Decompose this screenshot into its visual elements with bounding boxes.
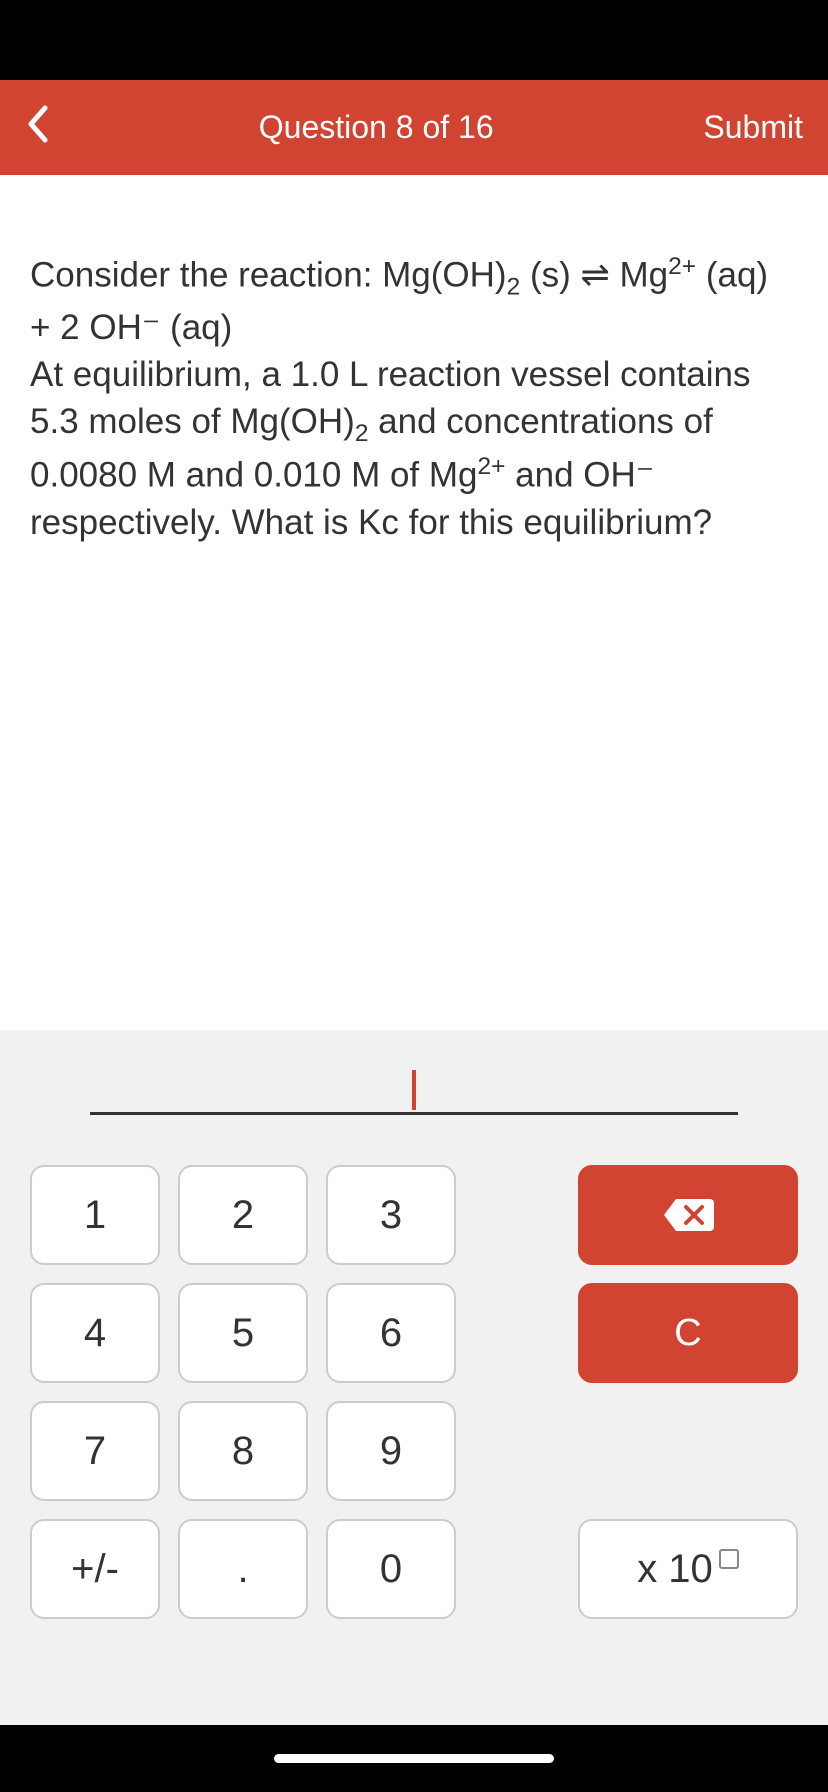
q-sup: 2+ — [478, 453, 506, 480]
key-1[interactable]: 1 — [30, 1165, 160, 1265]
back-icon[interactable] — [25, 104, 49, 152]
key-plusminus[interactable]: +/- — [30, 1519, 160, 1619]
key-3[interactable]: 3 — [326, 1165, 456, 1265]
backspace-icon — [660, 1195, 716, 1235]
clear-button[interactable]: C — [578, 1283, 798, 1383]
submit-button[interactable]: Submit — [703, 109, 803, 146]
question-area: Consider the reaction: Mg(OH)2 (s) ⇌ Mg2… — [0, 175, 828, 1030]
key-0[interactable]: 0 — [326, 1519, 456, 1619]
spacer — [578, 1401, 798, 1501]
status-bar — [0, 0, 828, 80]
key-4[interactable]: 4 — [30, 1283, 160, 1383]
spacer — [474, 1283, 560, 1383]
key-dot[interactable]: . — [178, 1519, 308, 1619]
key-9[interactable]: 9 — [326, 1401, 456, 1501]
q-sup: 2+ — [668, 253, 696, 280]
cursor — [412, 1070, 416, 1110]
q-text: (s) ⇌ Mg — [520, 256, 668, 295]
key-5[interactable]: 5 — [178, 1283, 308, 1383]
page-title: Question 8 of 16 — [259, 109, 494, 146]
spacer — [474, 1401, 560, 1501]
backspace-button[interactable] — [578, 1165, 798, 1265]
home-indicator-area — [0, 1725, 828, 1792]
key-2[interactable]: 2 — [178, 1165, 308, 1265]
key-7[interactable]: 7 — [30, 1401, 160, 1501]
key-8[interactable]: 8 — [178, 1401, 308, 1501]
keypad: 1 2 3 4 5 6 C 7 8 9 +/- . 0 x 10 — [30, 1165, 798, 1619]
q-sub: 2 — [507, 274, 521, 301]
header: Question 8 of 16 Submit — [0, 80, 828, 175]
sci-label: x 10 — [637, 1547, 713, 1592]
q-text: Consider the reaction: Mg(OH) — [30, 256, 507, 295]
key-6[interactable]: 6 — [326, 1283, 456, 1383]
question-text: Consider the reaction: Mg(OH)2 (s) ⇌ Mg2… — [30, 250, 798, 546]
home-indicator[interactable] — [274, 1754, 554, 1763]
spacer — [474, 1165, 560, 1265]
q-sub: 2 — [355, 420, 369, 447]
exponent-box-icon — [719, 1549, 739, 1569]
answer-input[interactable] — [90, 1060, 738, 1115]
spacer — [474, 1519, 560, 1619]
key-sci[interactable]: x 10 — [578, 1519, 798, 1619]
input-panel: 1 2 3 4 5 6 C 7 8 9 +/- . 0 x 10 — [0, 1030, 828, 1725]
